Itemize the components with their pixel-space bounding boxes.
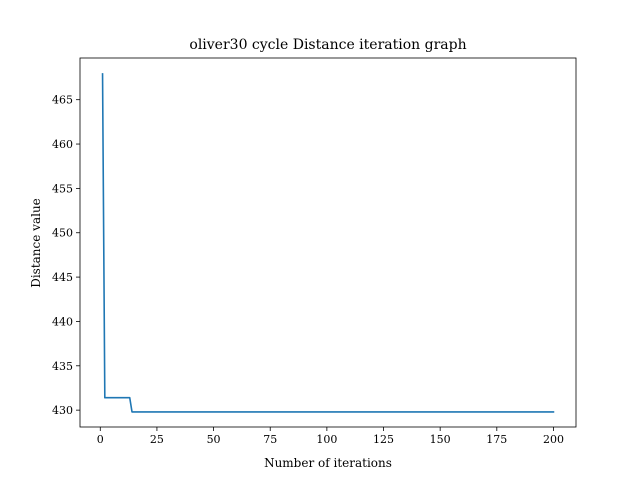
y-tick-label: 460 [52,138,73,151]
y-tick-label: 440 [52,315,73,328]
x-tick-label: 125 [373,433,394,446]
y-tick-label: 445 [52,271,73,284]
y-tick-label: 435 [52,360,73,373]
y-tick-label: 455 [52,182,73,195]
x-tick-label: 150 [430,433,451,446]
x-axis-label: Number of iterations [264,456,392,470]
x-tick-label: 25 [150,433,164,446]
x-tick-label: 0 [97,433,104,446]
y-tick-label: 465 [52,94,73,107]
x-tick-label: 200 [543,433,564,446]
x-tick-label: 175 [486,433,507,446]
y-tick-label: 450 [52,227,73,240]
x-tick-label: 75 [263,433,277,446]
y-tick-label: 430 [52,404,73,417]
y-axis-label: Distance value [29,198,43,288]
chart-title: oliver30 cycle Distance iteration graph [189,37,466,53]
x-tick-label: 50 [207,433,221,446]
x-tick-label: 100 [316,433,337,446]
